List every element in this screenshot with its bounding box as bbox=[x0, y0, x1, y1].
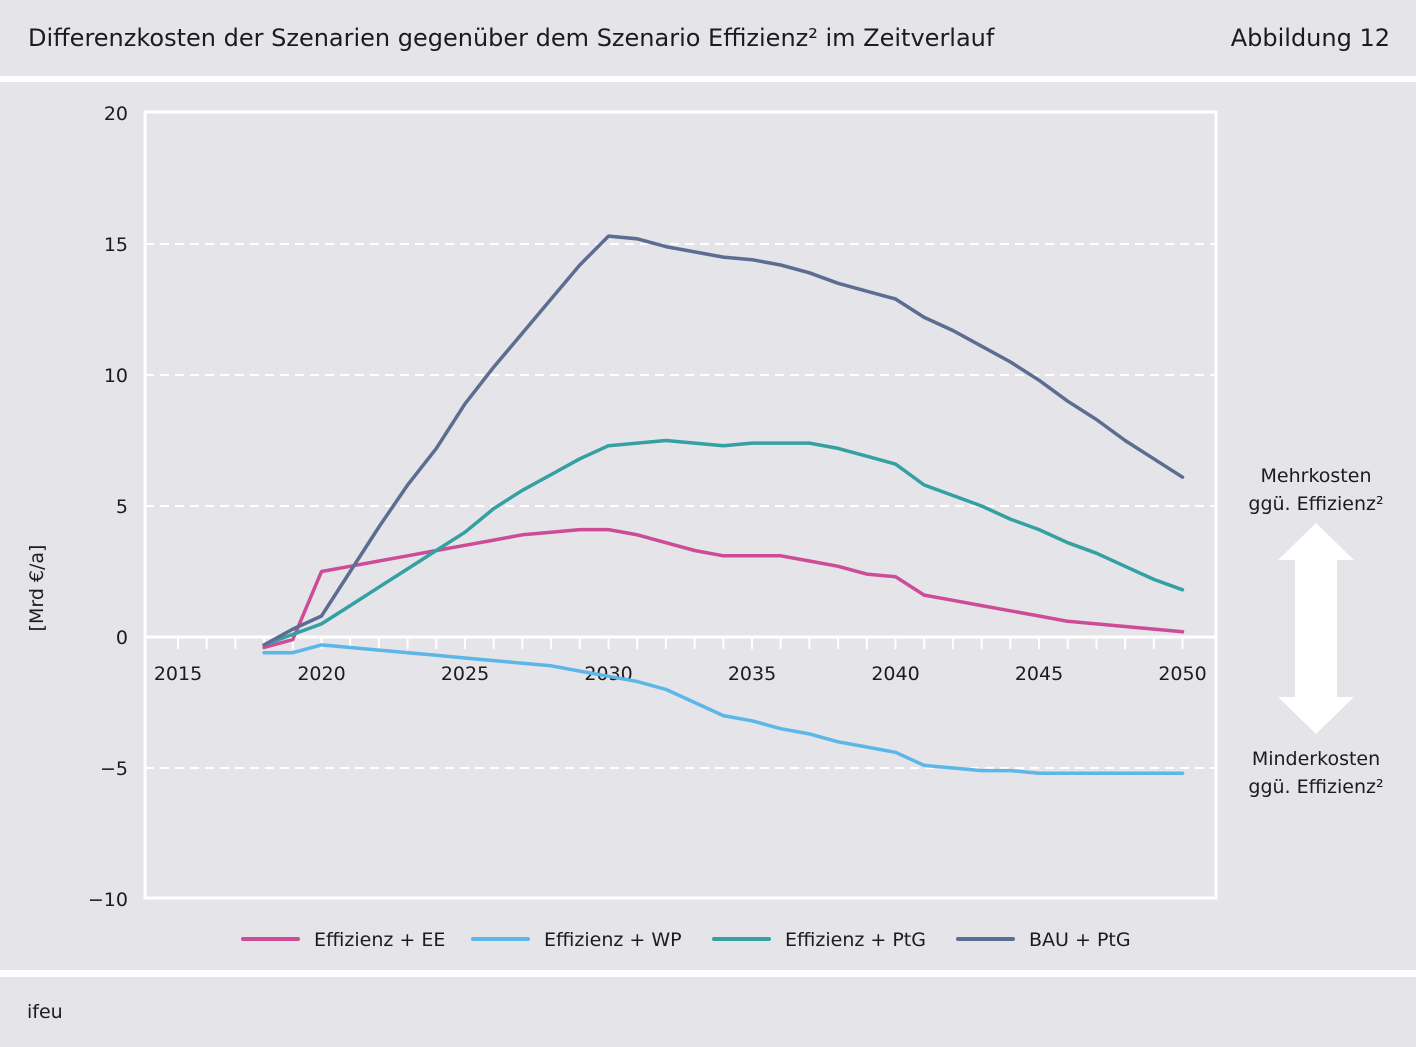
less-cost-line1: Minderkosten bbox=[1252, 748, 1380, 770]
figure-header: Differenzkosten der Szenarien gegenüber … bbox=[0, 0, 1416, 76]
less-cost-line2: ggü. Effizienz² bbox=[1248, 776, 1383, 798]
x-tick-label: 2020 bbox=[297, 663, 345, 685]
x-tick-label: 2045 bbox=[1015, 663, 1063, 685]
legend-label: Effizienz + WP bbox=[544, 929, 682, 951]
double-arrow-icon bbox=[1278, 523, 1354, 734]
figure-label: Abbildung 12 bbox=[1230, 24, 1390, 52]
more-cost-line1: Mehrkosten bbox=[1261, 465, 1372, 487]
chart-panel: −10 −5 0 5 10 15 20 2015 2020 2025 2030 2035 2040 204… bbox=[0, 82, 1416, 970]
x-tick-label: 2040 bbox=[871, 663, 919, 685]
y-tick-label: 15 bbox=[104, 234, 128, 256]
x-tick-label: 2050 bbox=[1158, 663, 1206, 685]
x-tick-label: 2025 bbox=[441, 663, 489, 685]
series-line-bau-ptg bbox=[262, 234, 1185, 647]
y-axis-label: [Mrd €/a] bbox=[26, 545, 48, 632]
legend-item-effizienz-ptg: Effizienz + PtG bbox=[712, 929, 926, 951]
y-tick-label: −10 bbox=[88, 889, 128, 911]
y-tick-label: 5 bbox=[116, 496, 128, 518]
y-tick-label: −5 bbox=[100, 758, 128, 780]
legend-item-effizienz-ee: Effizienz + EE bbox=[241, 929, 445, 951]
more-cost-line2: ggü. Effizienz² bbox=[1248, 493, 1383, 515]
legend-label: Effizienz + PtG bbox=[785, 929, 926, 951]
legend-label: Effizienz + EE bbox=[314, 929, 445, 951]
series-line-effizienz-ee bbox=[262, 527, 1185, 650]
y-tick-label: 10 bbox=[104, 365, 128, 387]
legend-item-bau-ptg: BAU + PtG bbox=[956, 929, 1131, 951]
figure-footer: ifeu bbox=[0, 977, 1416, 1047]
grid-layer bbox=[145, 243, 1216, 769]
y-tick-label: 0 bbox=[116, 627, 128, 649]
series-layer bbox=[262, 234, 1185, 775]
plot-frame bbox=[143, 110, 1218, 900]
cost-annotation: Mehrkosten ggü. Effizienz² Minderkosten … bbox=[1248, 465, 1383, 798]
legend: Effizienz + EE Effizienz + WP Effizienz + … bbox=[241, 929, 1131, 951]
legend-label: BAU + PtG bbox=[1029, 929, 1131, 951]
legend-item-effizienz-wp: Effizienz + WP bbox=[471, 929, 682, 951]
x-tick-label: 2015 bbox=[154, 663, 202, 685]
series-line-effizienz-ptg bbox=[262, 438, 1185, 647]
y-tick-label: 20 bbox=[104, 103, 128, 125]
series-line-effizienz-wp bbox=[262, 643, 1185, 775]
chart-title: Differenzkosten der Szenarien gegenüber … bbox=[28, 24, 995, 52]
source-label: ifeu bbox=[27, 1001, 63, 1023]
x-tick-label: 2035 bbox=[728, 663, 776, 685]
